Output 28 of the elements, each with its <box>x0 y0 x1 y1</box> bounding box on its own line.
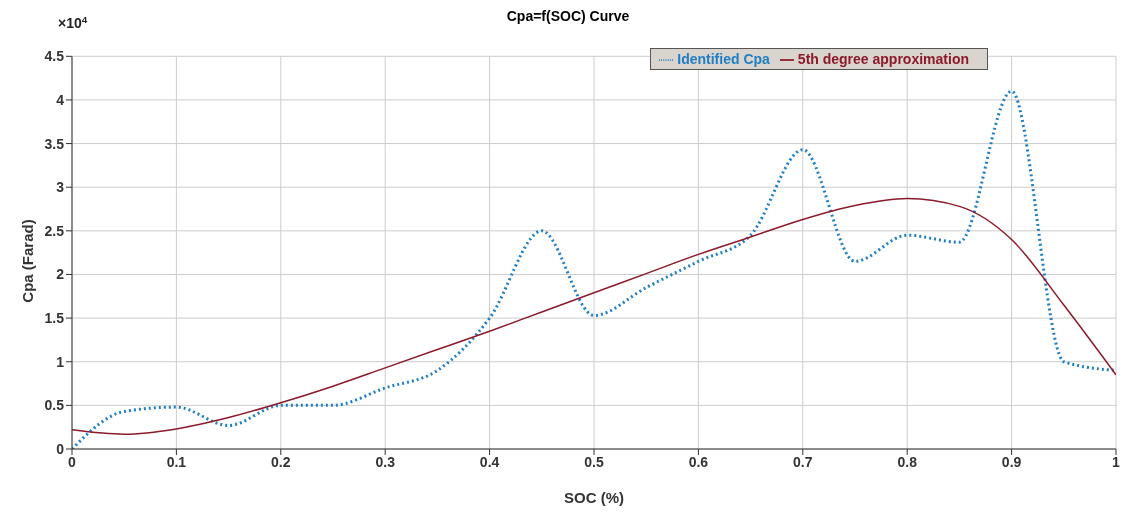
y-tick-label: 1 <box>56 353 65 370</box>
y-tick-label: 0.5 <box>44 397 65 414</box>
x-tick-label: 0.5 <box>584 453 604 470</box>
chart-title: Cpa=f(SOC) Curve <box>506 8 630 24</box>
x-tick-label: 0.2 <box>271 453 291 470</box>
legend-label: Identified Cpa <box>677 51 770 67</box>
x-tick-label: 0.6 <box>688 453 709 470</box>
y-tick-label: 2 <box>56 266 65 283</box>
x-tick-label: 0.4 <box>479 453 500 470</box>
y-tick-label: 3.5 <box>44 135 65 152</box>
y-tick-label: 2.5 <box>44 222 65 239</box>
x-tick-label: 0.9 <box>1001 453 1022 470</box>
x-tick-label: 0.3 <box>375 453 396 470</box>
y-tick-label: 1.5 <box>44 310 65 327</box>
x-axis-title: SOC (%) <box>564 489 624 506</box>
y-tick-label: 4 <box>56 91 65 108</box>
line-series <box>72 197 1116 435</box>
text: ×10$^{4}$ <box>58 13 88 31</box>
x-tick-label: 0.8 <box>897 453 918 470</box>
x-tick-label: 0.7 <box>793 453 813 470</box>
legend-label: 5th degree approximation <box>797 51 969 67</box>
y-axis-title: Cpa (Farad) <box>19 219 37 303</box>
y-tick-label: 4.5 <box>44 48 65 65</box>
y-tick-label: 0 <box>56 440 65 457</box>
x-tick-label: 0.1 <box>166 453 187 470</box>
y-tick-label: 3 <box>56 179 65 196</box>
x-tick-label: 1 <box>1112 453 1121 470</box>
x-tick-label: 0 <box>68 453 77 470</box>
